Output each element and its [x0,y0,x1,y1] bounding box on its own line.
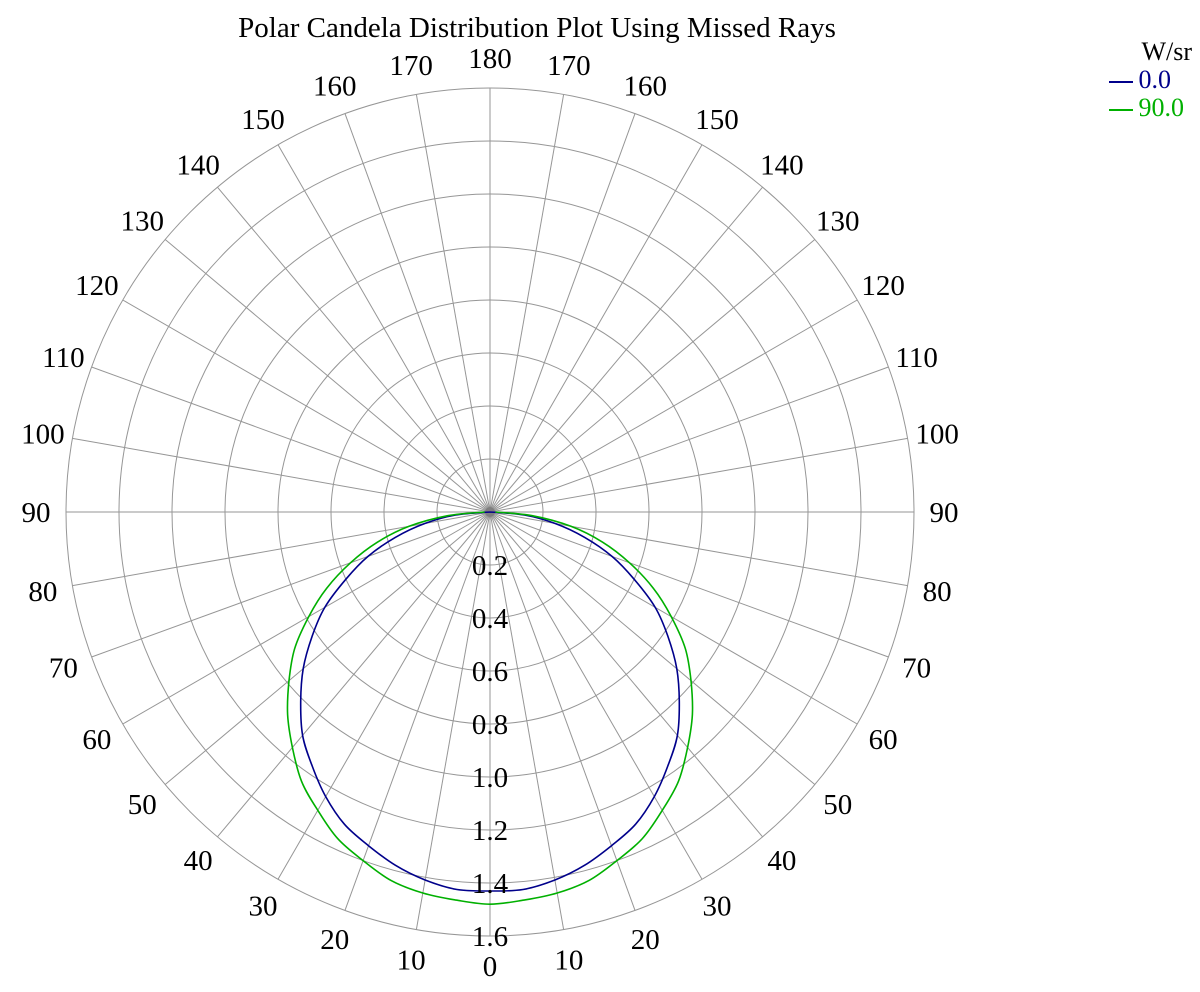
angle-tick-label: 80 [923,576,952,608]
grid-spoke [217,511,491,838]
grid-spoke [344,511,491,911]
legend-label-0: 0.0 [1138,65,1171,95]
radial-tick-label: 0.2 [472,550,508,582]
angle-tick-label: 80 [28,576,57,608]
angle-tick-label: 60 [869,724,898,756]
legend-line-swatch-1 [1109,109,1134,112]
grid-spoke [489,144,703,513]
angle-tick-label: 50 [823,789,852,821]
radial-tick-label: 0.8 [472,709,508,741]
angle-tick-label: 70 [49,652,78,684]
chart-title: Polar Candela Distribution Plot Using Mi… [238,12,836,44]
grid-spoke [277,511,491,880]
grid-spoke [72,511,491,587]
radial-tick-label: 1.0 [472,762,508,794]
grid-spoke [489,239,816,513]
radial-tick-label: 1.2 [472,815,508,847]
angle-tick-label: 60 [82,724,111,756]
angle-tick-label: 140 [176,149,220,181]
radial-tick-label: 0.6 [472,656,508,688]
legend-item-1: 90.0 [1109,94,1192,122]
legend-line-swatch-0 [1109,81,1134,84]
grid-spoke [489,511,908,587]
angle-tick-label: 170 [389,50,433,82]
grid-spoke [489,511,816,785]
angle-tick-label: 40 [767,845,796,877]
grid-spoke [91,511,491,658]
grid-spoke [164,239,491,513]
grid-spoke [344,113,491,513]
angle-tick-label: 110 [42,342,84,374]
angle-tick-label: 20 [631,924,660,956]
grid-spoke [489,511,703,880]
angle-tick-label: 160 [313,71,357,103]
angle-tick-label: 50 [128,789,157,821]
angle-tick-label: 120 [861,270,905,302]
angle-tick-label: 20 [320,924,349,956]
grid-spoke [164,511,491,785]
angle-tick-label: 140 [760,149,804,181]
grid-spoke [122,511,491,725]
grid-spoke [489,366,889,513]
angle-tick-label: 30 [249,890,278,922]
grid-spoke [489,511,763,838]
angle-tick-label: 150 [695,104,739,136]
grid-spoke [489,113,636,513]
angle-tick-label: 100 [915,418,959,450]
legend: W/sr 0.0 90.0 [1109,37,1192,122]
radial-tick-label: 0.4 [472,603,509,635]
series-curve-90.0 [286,511,694,906]
angle-tick-label: 0 [483,951,498,983]
radial-tick-label: 1.6 [472,921,508,953]
angle-tick-label: 70 [902,652,931,684]
angle-tick-label: 90 [22,497,51,529]
angle-tick-label: 110 [895,342,937,374]
angle-tick-label: 160 [624,71,668,103]
grid-spoke [489,299,858,513]
radial-tick-label: 1.4 [472,868,509,900]
legend-units-label: W/sr [1141,37,1192,66]
angle-tick-label: 10 [554,944,583,976]
grid-spoke [277,144,491,513]
angle-tick-label: 40 [184,845,213,877]
legend-label-1: 90.0 [1138,93,1184,123]
grid-spoke [489,511,858,725]
angle-tick-label: 90 [930,497,959,529]
grid-spoke [489,437,908,513]
angle-tick-label: 130 [816,205,860,237]
grid-spoke [489,511,889,658]
grid-spoke [489,94,565,513]
grid-spoke [91,366,491,513]
angle-tick-label: 30 [703,890,732,922]
angle-tick-label: 130 [120,205,164,237]
angle-tick-label: 180 [468,43,512,75]
grid-spoke [489,511,636,911]
angle-tick-label: 120 [75,270,119,302]
angle-tick-label: 10 [397,944,426,976]
series-curve-0.0 [299,511,681,892]
grid-spoke [415,94,491,513]
angle-tick-label: 100 [21,418,65,450]
angle-tick-label: 170 [547,50,591,82]
legend-item-0: 0.0 [1109,66,1192,94]
grid-spoke [489,511,565,930]
grid-spoke [415,511,491,930]
grid-spoke [489,186,763,513]
grid-spoke [122,299,491,513]
angle-tick-label: 150 [241,104,285,136]
grid-spoke [72,437,491,513]
grid-spoke [217,186,491,513]
